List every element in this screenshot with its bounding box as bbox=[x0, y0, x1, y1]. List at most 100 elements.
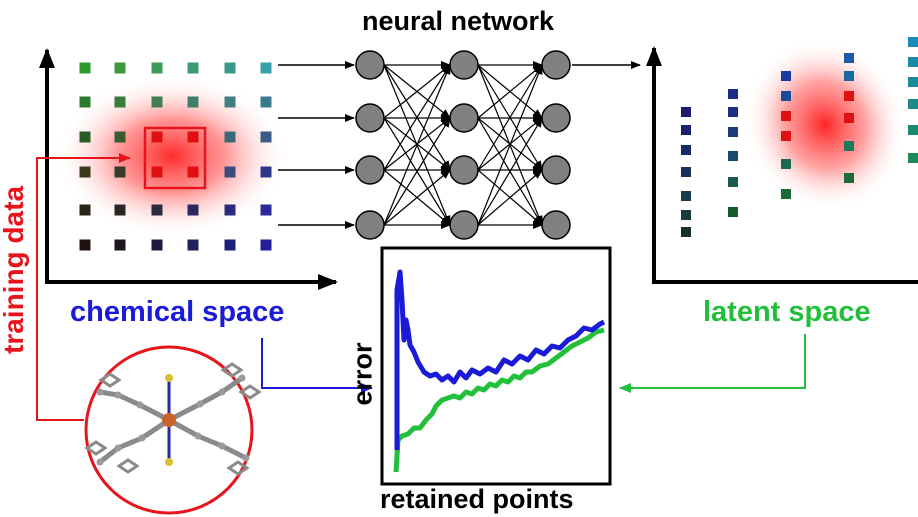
latent-space-point bbox=[681, 167, 691, 177]
latent-space-point bbox=[728, 89, 738, 99]
network-io-arrows bbox=[278, 61, 641, 229]
chemical-space-point bbox=[224, 204, 236, 216]
chemical-space-point bbox=[187, 204, 199, 216]
network-node bbox=[541, 155, 571, 185]
chemical-space-point bbox=[187, 239, 199, 251]
chemical-space-point bbox=[151, 204, 163, 216]
latent-space-point bbox=[781, 71, 791, 81]
chemical-space-point bbox=[224, 62, 236, 74]
latent-space-point bbox=[844, 173, 854, 183]
chemical-space-point bbox=[187, 62, 199, 74]
network-node bbox=[449, 155, 479, 185]
latent-space-point bbox=[681, 210, 691, 220]
chemical-space-point bbox=[79, 204, 91, 216]
latent-space-point bbox=[781, 189, 791, 199]
latent-error-curve bbox=[393, 327, 605, 473]
latent-space-point bbox=[844, 91, 854, 101]
latent-space-point bbox=[844, 113, 854, 123]
chemical-space-point bbox=[114, 204, 126, 216]
network-connections bbox=[383, 61, 543, 229]
latent-space-point bbox=[908, 99, 918, 109]
chemical-space-arrow bbox=[261, 338, 373, 393]
latent-space-panel bbox=[646, 37, 918, 284]
network-edge bbox=[477, 64, 543, 171]
chemical-space-point bbox=[114, 239, 126, 251]
latent-space-point bbox=[681, 107, 691, 117]
network-node bbox=[541, 210, 571, 240]
latent-space-point bbox=[908, 77, 918, 87]
latent-space-arrow bbox=[619, 334, 806, 393]
chemical-space-grid bbox=[79, 62, 272, 251]
latent-space-point bbox=[681, 125, 691, 135]
chemical-space-point bbox=[187, 166, 199, 178]
chemical-space-point bbox=[79, 96, 91, 108]
error-axis-label: error bbox=[347, 342, 378, 406]
network-node bbox=[355, 210, 385, 240]
latent-space-point bbox=[781, 111, 791, 121]
latent-space-point bbox=[781, 159, 791, 169]
latent-space-point bbox=[728, 127, 738, 137]
network-edge bbox=[477, 117, 543, 226]
network-node bbox=[449, 210, 479, 240]
chemical-space-point bbox=[151, 62, 163, 74]
network-node bbox=[541, 50, 571, 80]
chemical-space-point bbox=[114, 131, 126, 143]
latent-space-point bbox=[908, 37, 918, 47]
latent-space-point bbox=[681, 227, 691, 237]
chemical-space-point bbox=[114, 62, 126, 74]
network-nodes bbox=[355, 50, 571, 240]
chemical-space-label: chemical space bbox=[70, 296, 285, 328]
chemical-space-point bbox=[79, 166, 91, 178]
chemical-space-point bbox=[187, 96, 199, 108]
chemical-space-point bbox=[260, 239, 272, 251]
latent-space-point bbox=[908, 153, 918, 163]
training-data-connector bbox=[36, 153, 131, 421]
network-edge bbox=[477, 64, 543, 119]
retained-points-axis-label: retained points bbox=[380, 484, 574, 514]
network-node bbox=[355, 50, 385, 80]
chemical-space-point bbox=[224, 131, 236, 143]
training-arrow-to-grid bbox=[36, 153, 131, 420]
chemical-space-point bbox=[114, 96, 126, 108]
latent-space-point bbox=[781, 131, 791, 141]
latent-space-point bbox=[844, 53, 854, 63]
chemical-space-point bbox=[151, 239, 163, 251]
network-edge bbox=[477, 169, 543, 226]
latent-region-glow bbox=[743, 38, 907, 212]
chemical-space-panel bbox=[39, 48, 338, 290]
chemical-space-point bbox=[187, 131, 199, 143]
chemical-space-point bbox=[260, 96, 272, 108]
chemical-space-point bbox=[114, 166, 126, 178]
latent-space-point bbox=[728, 151, 738, 161]
network-edge bbox=[383, 64, 451, 171]
chemical-space-point bbox=[224, 96, 236, 108]
chemical-space-point bbox=[260, 166, 272, 178]
network-edge bbox=[477, 64, 543, 226]
chemical-space-point bbox=[79, 131, 91, 143]
chemical-space-point bbox=[79, 239, 91, 251]
error-plot bbox=[380, 246, 612, 486]
chemical-space-point bbox=[224, 166, 236, 178]
chemical-space-point bbox=[151, 96, 163, 108]
latent-space-point bbox=[728, 207, 738, 217]
chemical-space-point bbox=[151, 166, 163, 178]
training-data-label: training data bbox=[0, 185, 29, 354]
network-node bbox=[449, 103, 479, 133]
latent-space-points bbox=[681, 37, 918, 237]
latent-space-point bbox=[908, 57, 918, 67]
network-node bbox=[541, 103, 571, 133]
chemical-error-curve bbox=[394, 269, 606, 450]
chemical-space-point bbox=[151, 131, 163, 143]
latent-space-point bbox=[728, 107, 738, 117]
latent-space-point bbox=[728, 177, 738, 187]
latent-space-point bbox=[844, 141, 854, 151]
latent-space-label: latent space bbox=[703, 296, 871, 328]
network-edge bbox=[383, 169, 451, 226]
chemical-space-point bbox=[79, 62, 91, 74]
latent-space-point bbox=[681, 145, 691, 155]
network-edge bbox=[383, 64, 451, 226]
network-node bbox=[449, 50, 479, 80]
training-region-glow bbox=[54, 74, 290, 238]
training-selection-box bbox=[143, 126, 207, 190]
